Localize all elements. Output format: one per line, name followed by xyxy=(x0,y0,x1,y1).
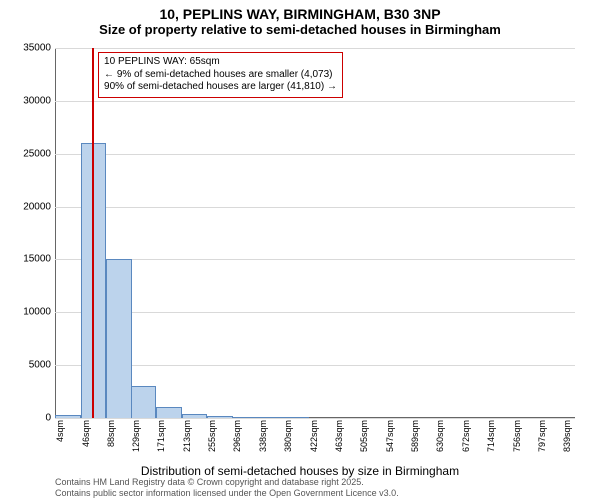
chart-title-sub: Size of property relative to semi-detach… xyxy=(0,22,600,37)
y-tick-label: 30000 xyxy=(23,95,51,106)
y-gridline xyxy=(55,101,575,102)
histogram-bar xyxy=(182,414,208,418)
histogram-bar xyxy=(207,416,233,418)
x-tick-label: 714sqm xyxy=(486,420,496,452)
x-tick-label: 213sqm xyxy=(182,420,192,452)
x-tick-label: 672sqm xyxy=(461,420,471,452)
x-tick-label: 4sqm xyxy=(55,420,65,442)
y-tick-label: 25000 xyxy=(23,148,51,159)
credits-block: Contains HM Land Registry data © Crown c… xyxy=(55,477,399,498)
y-tick-label: 15000 xyxy=(23,254,51,265)
info-line: 10 PEPLINS WAY: 65sqm xyxy=(104,56,337,69)
x-tick-label: 88sqm xyxy=(106,420,116,447)
y-tick-label: 20000 xyxy=(23,201,51,212)
credits-line-2: Contains public sector information licen… xyxy=(55,488,399,498)
histogram-bar xyxy=(55,415,81,418)
x-tick-label: 505sqm xyxy=(359,420,369,452)
info-line: 90% of semi-detached houses are larger (… xyxy=(104,81,337,94)
y-tick-label: 5000 xyxy=(29,360,51,371)
y-gridline xyxy=(55,418,575,419)
x-axis-label: Distribution of semi-detached houses by … xyxy=(141,464,459,478)
histogram-bar xyxy=(106,259,132,418)
x-tick-label: 839sqm xyxy=(562,420,572,452)
x-tick-label: 171sqm xyxy=(156,420,166,452)
y-gridline xyxy=(55,154,575,155)
histogram-bar xyxy=(232,417,258,418)
info-line: ← 9% of semi-detached houses are smaller… xyxy=(104,69,337,82)
x-tick-label: 255sqm xyxy=(207,420,217,452)
y-gridline xyxy=(55,365,575,366)
y-gridline xyxy=(55,48,575,49)
y-tick-label: 10000 xyxy=(23,307,51,318)
histogram-bar xyxy=(131,386,157,418)
histogram-bar xyxy=(258,417,284,418)
x-tick-label: 630sqm xyxy=(435,420,445,452)
histogram-bar xyxy=(283,417,309,418)
x-tick-label: 547sqm xyxy=(385,420,395,452)
x-tick-label: 463sqm xyxy=(334,420,344,452)
x-tick-label: 46sqm xyxy=(81,420,91,447)
x-tick-label: 338sqm xyxy=(258,420,268,452)
marker-info-box: 10 PEPLINS WAY: 65sqm← 9% of semi-detach… xyxy=(98,52,343,98)
marker-line xyxy=(92,48,94,418)
y-gridline xyxy=(55,259,575,260)
x-tick-label: 129sqm xyxy=(131,420,141,452)
x-tick-label: 797sqm xyxy=(537,420,547,452)
x-tick-label: 589sqm xyxy=(410,420,420,452)
credits-line-1: Contains HM Land Registry data © Crown c… xyxy=(55,477,399,487)
x-tick-label: 422sqm xyxy=(309,420,319,452)
y-axis-line xyxy=(55,48,56,418)
plot-area: 050001000015000200002500030000350004sqm4… xyxy=(55,48,575,418)
x-tick-label: 380sqm xyxy=(283,420,293,452)
x-tick-label: 296sqm xyxy=(232,420,242,452)
y-tick-label: 35000 xyxy=(23,43,51,54)
histogram-bar xyxy=(156,407,182,418)
y-tick-label: 0 xyxy=(45,413,51,424)
chart-title-main: 10, PEPLINS WAY, BIRMINGHAM, B30 3NP xyxy=(0,0,600,22)
chart-container: 10, PEPLINS WAY, BIRMINGHAM, B30 3NP Siz… xyxy=(0,0,600,500)
y-gridline xyxy=(55,312,575,313)
y-gridline xyxy=(55,207,575,208)
x-tick-label: 756sqm xyxy=(512,420,522,452)
